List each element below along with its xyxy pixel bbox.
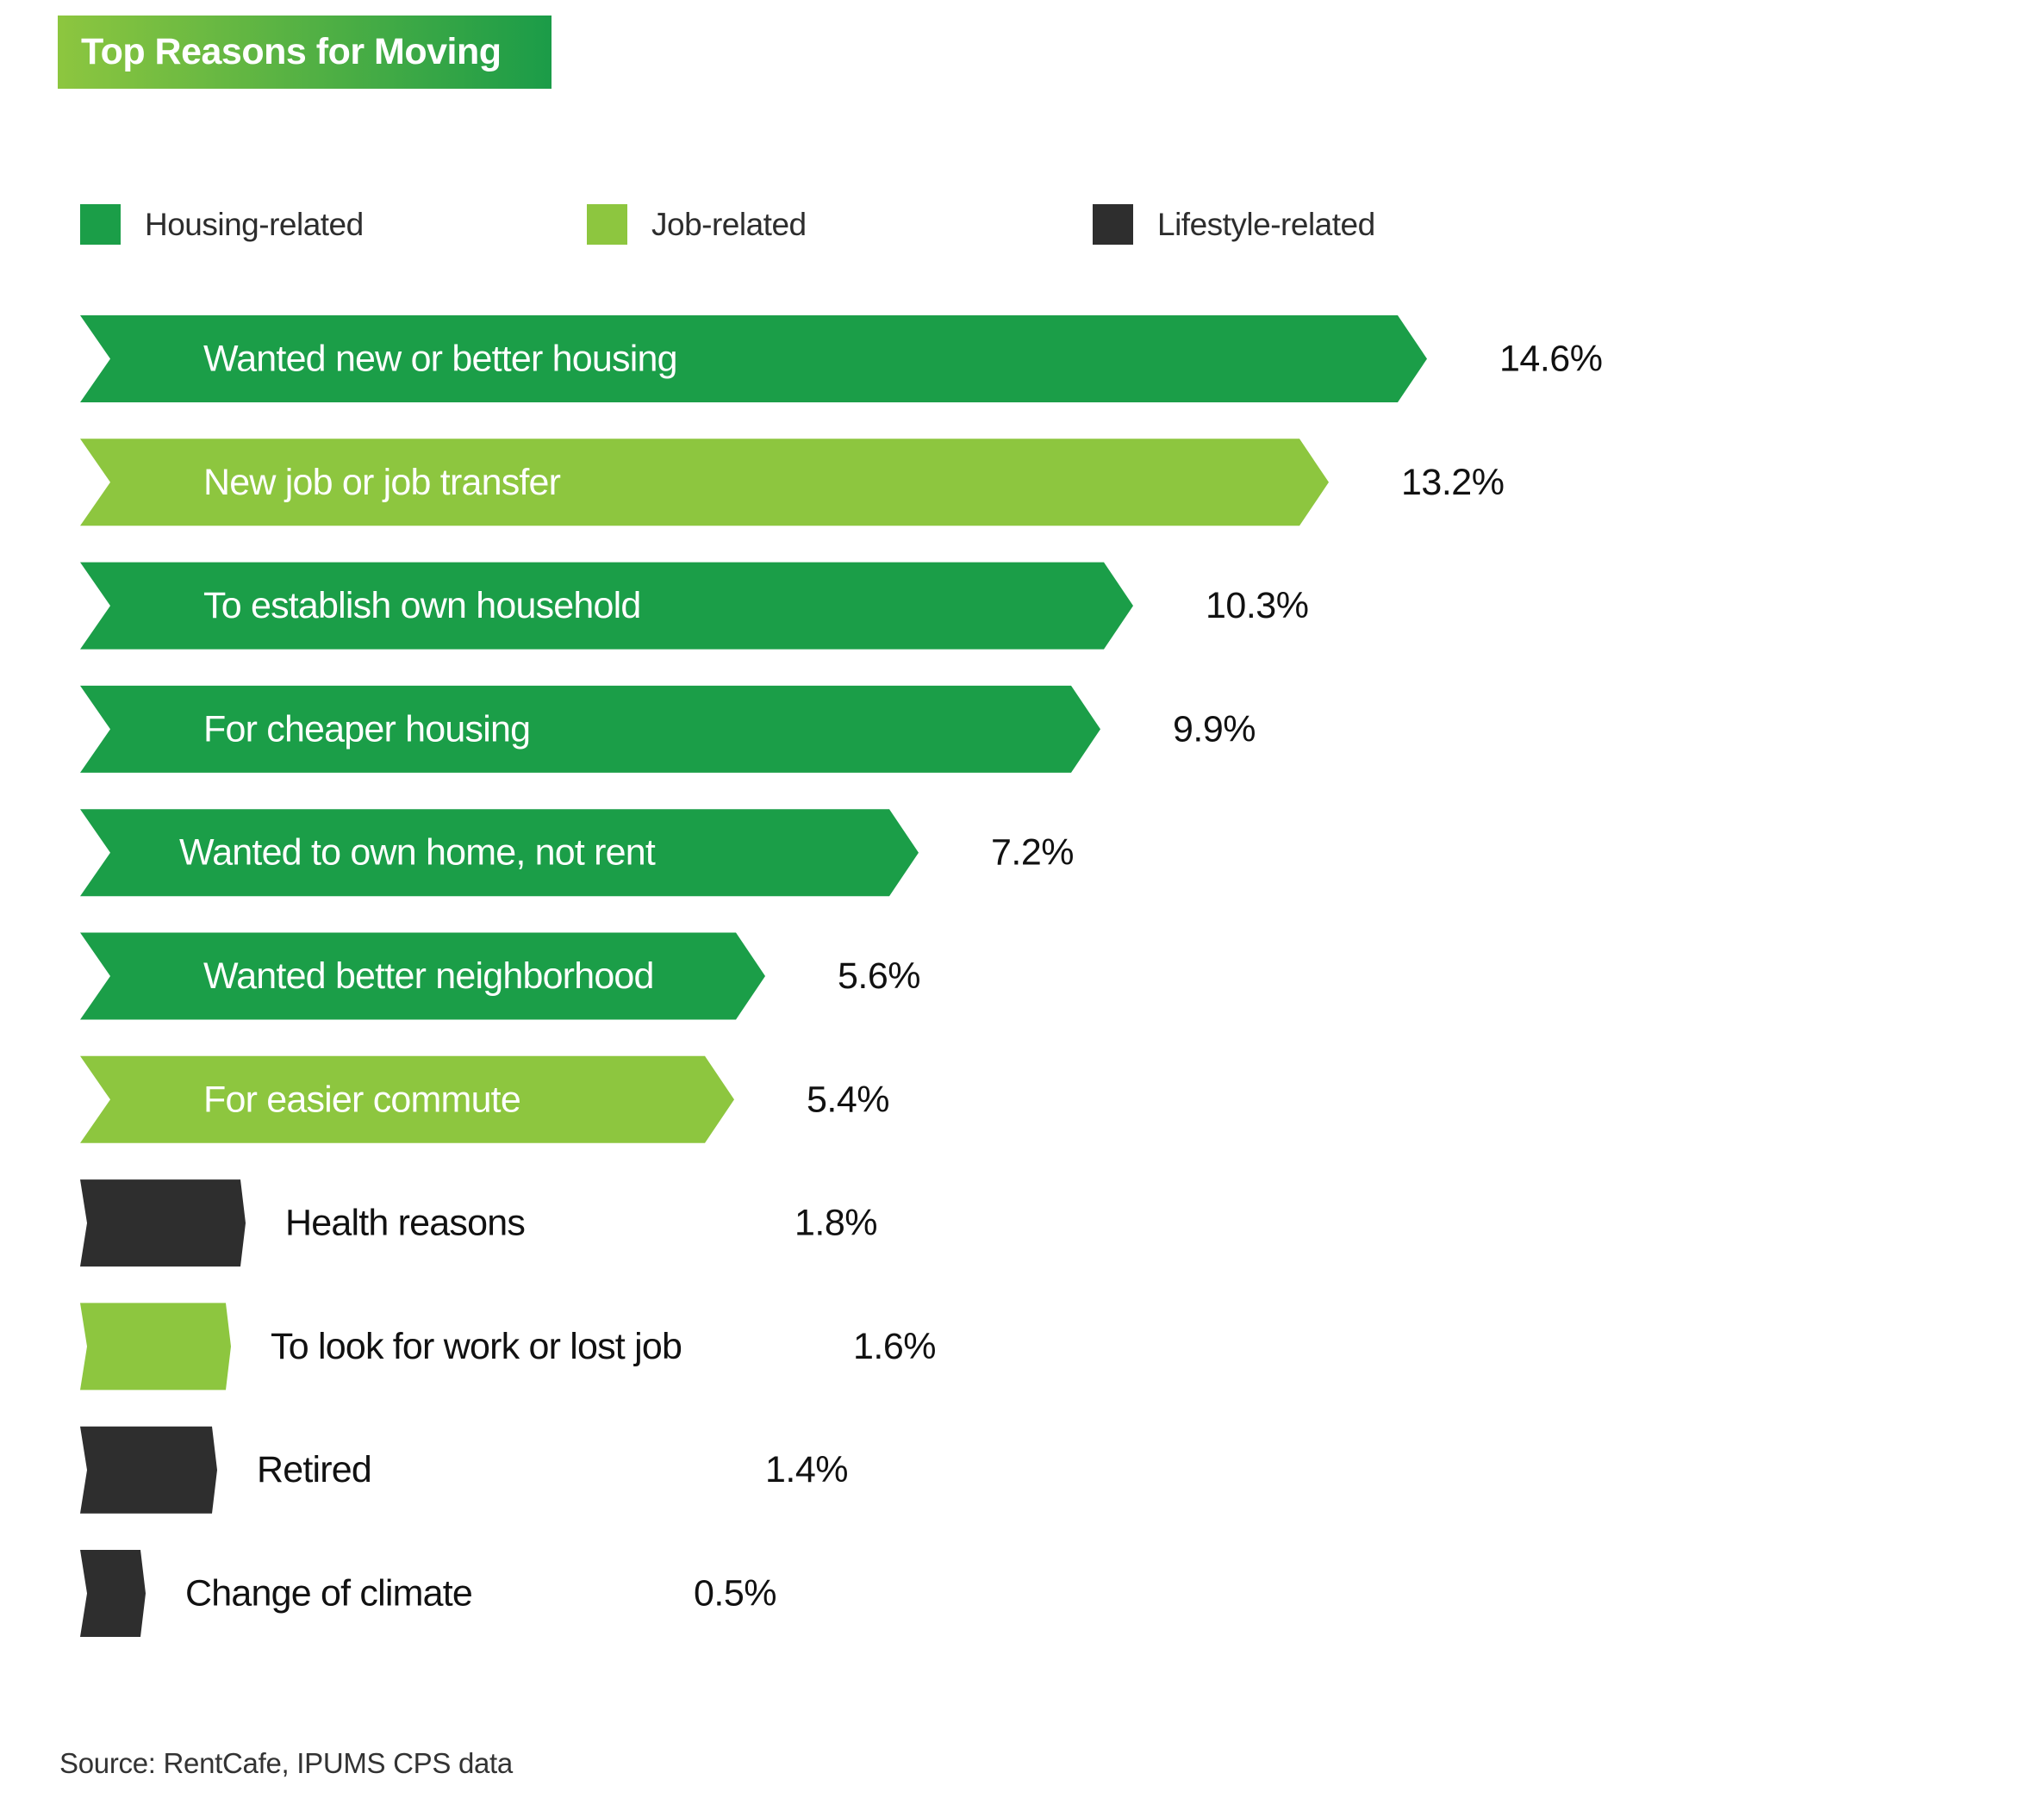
bar-category-label: For easier commute — [203, 1079, 520, 1120]
bar-category-label: Change of climate — [185, 1573, 472, 1614]
source-note: Source: RentCafe, IPUMS CPS data — [59, 1747, 513, 1779]
bar-lifestyle — [80, 1179, 246, 1267]
bar-row: Change of climate 0.5% — [80, 1550, 777, 1637]
bar-row: Health reasons 1.8% — [80, 1179, 878, 1267]
bar-housing — [80, 685, 1100, 773]
bar-row: For cheaper housing 9.9% — [80, 685, 1256, 773]
bar-row: Wanted better neighborhood 5.6% — [80, 932, 921, 1020]
bar-row: To establish own household 10.3% — [80, 562, 1309, 650]
bar-housing — [80, 562, 1133, 650]
legend-swatch-job — [587, 204, 627, 245]
bar-category-label: To look for work or lost job — [271, 1326, 682, 1367]
bar-category-label: To establish own household — [203, 585, 641, 626]
bar-value-label: 13.2% — [1401, 462, 1504, 503]
bar-lifestyle — [80, 1550, 146, 1637]
title-banner: Top Reasons for Moving — [58, 16, 552, 89]
bar-value-label: 5.4% — [807, 1079, 889, 1120]
bar-row: For easier commute 5.4% — [80, 1055, 890, 1143]
bar-job — [80, 1055, 734, 1143]
bar-value-label: 9.9% — [1173, 708, 1256, 750]
bar-housing — [80, 809, 919, 897]
bar-category-label: Wanted to own home, not rent — [179, 832, 656, 874]
bar-housing — [80, 932, 765, 1020]
bar-job — [80, 1303, 231, 1390]
bar-value-label: 1.6% — [853, 1326, 936, 1367]
legend-label-lifestyle: Lifestyle-related — [1157, 207, 1375, 242]
bar-category-label: Retired — [257, 1449, 371, 1490]
bar-category-label: New job or job transfer — [203, 462, 561, 503]
chart-title: Top Reasons for Moving — [81, 31, 502, 72]
bar-category-label: Wanted better neighborhood — [203, 955, 654, 997]
bar-row: Wanted new or better housing 14.6% — [80, 315, 1603, 402]
bar-housing — [80, 315, 1427, 402]
bar-category-label: Wanted new or better housing — [203, 339, 677, 380]
bar-row: New job or job transfer 13.2% — [80, 439, 1505, 526]
bar-value-label: 5.6% — [838, 955, 920, 997]
bar-lifestyle — [80, 1426, 217, 1514]
legend-swatch-housing — [80, 204, 121, 245]
legend-swatch-lifestyle — [1093, 204, 1133, 245]
bar-category-label: For cheaper housing — [203, 708, 530, 750]
legend-label-job: Job-related — [651, 207, 807, 242]
legend-label-housing: Housing-related — [145, 207, 364, 242]
bar-value-label: 1.8% — [795, 1203, 877, 1244]
bar-value-label: 0.5% — [694, 1573, 776, 1614]
bar-category-label: Health reasons — [285, 1203, 525, 1244]
bar-job — [80, 439, 1329, 526]
bar-value-label: 1.4% — [765, 1449, 848, 1490]
bar-row: To look for work or lost job 1.6% — [80, 1303, 937, 1390]
bar-value-label: 14.6% — [1499, 339, 1602, 380]
bar-value-label: 7.2% — [991, 832, 1074, 874]
bar-row: Retired 1.4% — [80, 1426, 849, 1514]
bar-row: Wanted to own home, not rent 7.2% — [80, 809, 1075, 897]
bar-value-label: 10.3% — [1206, 585, 1308, 626]
